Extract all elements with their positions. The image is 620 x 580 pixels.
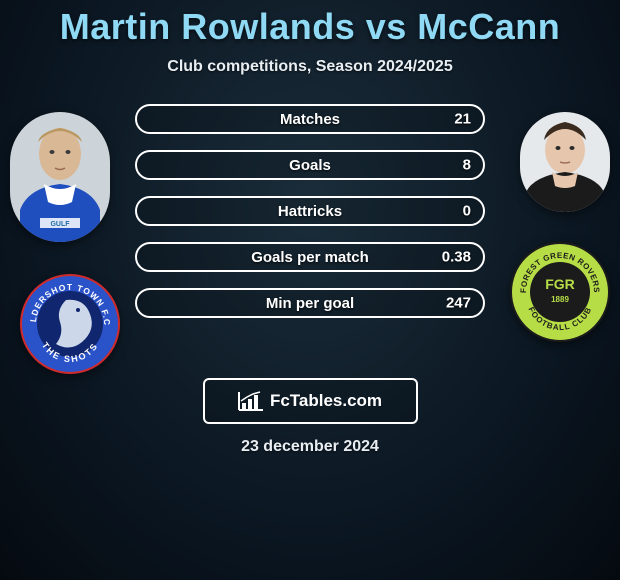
brand-text: FcTables.com	[270, 391, 382, 411]
chart-icon	[238, 391, 264, 411]
player-right-photo-svg	[520, 112, 610, 212]
brand-box: FcTables.com	[203, 378, 418, 424]
stat-row-matches: Matches 21	[135, 104, 485, 134]
club-right-logo-svg: FGR 1889 FOREST GREEN ROVERS FOOTBALL CL…	[510, 242, 610, 342]
page-title: Martin Rowlands vs McCann	[0, 0, 620, 48]
player-left-photo: GULF	[10, 112, 110, 242]
stat-value: 0.38	[442, 249, 471, 266]
stat-row-goals: Goals 8	[135, 150, 485, 180]
svg-text:GULF: GULF	[50, 221, 70, 228]
stats-list: Matches 21 Goals 8 Hattricks 0 Goals per…	[135, 104, 485, 334]
svg-text:FGR: FGR	[545, 276, 575, 292]
date-text: 23 december 2024	[0, 438, 620, 456]
stat-row-gpm: Goals per match 0.38	[135, 242, 485, 272]
svg-text:1889: 1889	[551, 295, 569, 304]
stat-value: 247	[446, 295, 471, 312]
stat-label: Hattricks	[278, 203, 342, 220]
stat-row-hattricks: Hattricks 0	[135, 196, 485, 226]
club-left-logo-svg: ALDERSHOT TOWN F.C. THE SHOTS	[20, 274, 120, 374]
stat-label: Min per goal	[266, 295, 354, 312]
subtitle: Club competitions, Season 2024/2025	[0, 58, 620, 76]
stat-label: Goals per match	[251, 249, 369, 266]
stat-value: 8	[463, 157, 471, 174]
stat-value: 21	[454, 111, 471, 128]
stat-value: 0	[463, 203, 471, 220]
player-right-photo	[520, 112, 610, 212]
stat-label: Matches	[280, 111, 340, 128]
stat-row-mpg: Min per goal 247	[135, 288, 485, 318]
club-right-logo: FGR 1889 FOREST GREEN ROVERS FOOTBALL CL…	[510, 242, 610, 342]
club-left-logo: ALDERSHOT TOWN F.C. THE SHOTS	[20, 274, 120, 374]
comparison-panel: GULF ALDERSHOT TOWN F.C.	[0, 104, 620, 364]
player-left-photo-svg: GULF	[10, 112, 110, 242]
stat-label: Goals	[289, 157, 331, 174]
